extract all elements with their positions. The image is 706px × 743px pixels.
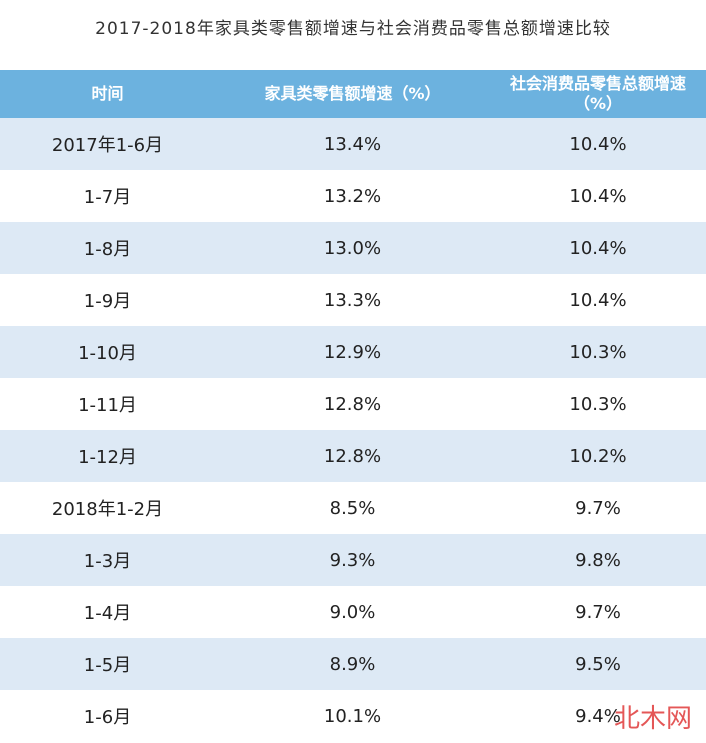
- table-row: 1-3月 9.3% 9.8%: [0, 534, 706, 586]
- table-cell: 12.8%: [323, 445, 382, 467]
- table-cell: 10.4%: [569, 185, 627, 207]
- table-cell: 1-5月: [83, 655, 132, 676]
- title: 2017-2018年家具类零售额增速与社会消费品零售总额增速比较: [95, 19, 611, 39]
- header-cell: 家具类零售额增速（%）: [264, 84, 441, 103]
- table-cell: 1-6月: [83, 707, 132, 728]
- table-cell: 1-9月: [83, 291, 132, 312]
- table-row: 1-9月 13.3% 10.4%: [0, 274, 706, 326]
- table-row: 1-8月 13.0% 10.4%: [0, 222, 706, 274]
- table-cell: 8.9%: [329, 653, 376, 675]
- table-cell: 8.5%: [329, 497, 376, 519]
- table-cell: 1-8月: [83, 239, 132, 260]
- table-cell: 10.1%: [323, 705, 382, 727]
- table: 时间 家具类零售额增速（%） 社会消费品零售总额增速（%） 2017年1-6月 13.4…: [0, 70, 706, 742]
- table-cell: 9.0%: [329, 601, 376, 623]
- table-cell: 1-12月: [78, 447, 137, 468]
- table-row: 2017年1-6月 13.4% 10.4%: [0, 118, 706, 170]
- table-row: 1-4月 9.0% 9.7%: [0, 586, 706, 638]
- table-cell: 9.4%: [575, 705, 621, 727]
- table-cell: 10.3%: [569, 341, 627, 363]
- table-cell: 12.8%: [323, 393, 382, 415]
- table-cell: 9.5%: [575, 653, 621, 675]
- table-cell: 2018年1-2月: [51, 499, 164, 520]
- table-cell: 10.2%: [569, 445, 627, 467]
- table-cell: 13.2%: [323, 185, 382, 207]
- table-cell: 13.3%: [323, 289, 382, 311]
- watermark: 北木网: [613, 704, 692, 734]
- table-cell: 1-11月: [78, 395, 137, 416]
- header-cell: 时间: [91, 84, 124, 103]
- table-cell: 9.8%: [575, 549, 621, 571]
- table-row: 1-11月 12.8% 10.3%: [0, 378, 706, 430]
- table-cell: 10.4%: [569, 289, 627, 311]
- table-cell: 1-7月: [83, 187, 132, 208]
- table-row: 2018年1-2月 8.5% 9.7%: [0, 482, 706, 534]
- table-row: 1-5月 8.9% 9.5%: [0, 638, 706, 690]
- table-cell: 12.9%: [323, 341, 382, 363]
- table-cell: 10.4%: [569, 237, 627, 259]
- table-cell: 1-3月: [83, 551, 132, 572]
- table-cell: 9.7%: [575, 497, 621, 519]
- table-cell: 9.3%: [329, 549, 376, 571]
- header-row: 时间 家具类零售额增速（%） 社会消费品零售总额增速（%）: [0, 70, 706, 118]
- header-cell: 社会消费品零售总额增速（%）: [509, 74, 686, 113]
- table-cell: 10.3%: [569, 393, 627, 415]
- table-row: 1-6月 10.1% 9.4%: [0, 690, 706, 742]
- table-cell: 10.4%: [569, 133, 627, 155]
- table-cell: 13.0%: [323, 237, 382, 259]
- table-row: 1-10月 12.9% 10.3%: [0, 326, 706, 378]
- table-cell: 2017年1-6月: [51, 135, 164, 156]
- table-row: 1-7月 13.2% 10.4%: [0, 170, 706, 222]
- table-cell: 1-10月: [78, 343, 137, 364]
- table-row: 1-12月 12.8% 10.2%: [0, 430, 706, 482]
- table-cell: 13.4%: [323, 133, 382, 155]
- table-cell: 1-4月: [83, 603, 132, 624]
- table-cell: 9.7%: [575, 601, 621, 623]
